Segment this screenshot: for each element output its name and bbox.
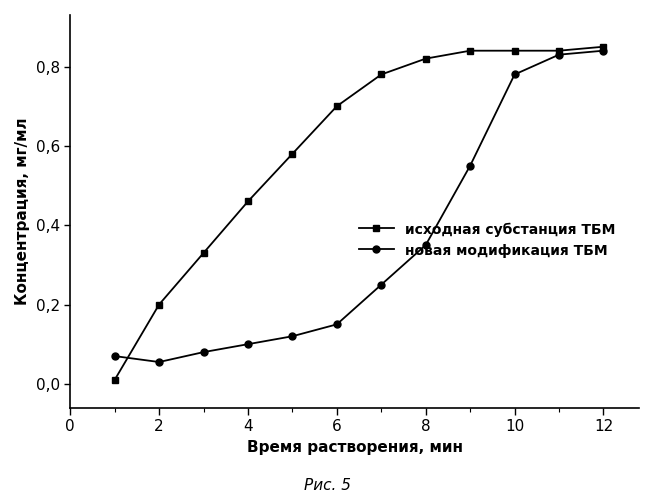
исходная субстанция ТБМ: [199, 250, 207, 256]
новая модификация ТБМ: [155, 359, 163, 365]
Y-axis label: Концентрация, мг/мл: Концентрация, мг/мл: [15, 118, 30, 305]
исходная субстанция ТБМ: [422, 56, 430, 62]
исходная субстанция ТБМ: [333, 103, 341, 109]
исходная субстанция ТБМ: [155, 302, 163, 308]
Line: исходная субстанция ТБМ: исходная субстанция ТБМ: [111, 44, 607, 384]
новая модификация ТБМ: [466, 162, 474, 168]
новая модификация ТБМ: [333, 322, 341, 328]
X-axis label: Время растворения, мин: Время растворения, мин: [247, 440, 462, 455]
исходная субстанция ТБМ: [111, 377, 118, 383]
исходная субстанция ТБМ: [377, 72, 385, 78]
новая модификация ТБМ: [111, 353, 118, 359]
новая модификация ТБМ: [199, 349, 207, 355]
новая модификация ТБМ: [600, 48, 608, 54]
исходная субстанция ТБМ: [555, 48, 563, 54]
новая модификация ТБМ: [244, 341, 252, 347]
Line: новая модификация ТБМ: новая модификация ТБМ: [111, 47, 607, 366]
новая модификация ТБМ: [555, 52, 563, 58]
новая модификация ТБМ: [422, 242, 430, 248]
исходная субстанция ТБМ: [511, 48, 519, 54]
новая модификация ТБМ: [377, 282, 385, 288]
новая модификация ТБМ: [511, 72, 519, 78]
исходная субстанция ТБМ: [288, 151, 296, 157]
Legend: исходная субстанция ТБМ, новая модификация ТБМ: исходная субстанция ТБМ, новая модификац…: [353, 217, 621, 264]
исходная субстанция ТБМ: [466, 48, 474, 54]
Text: Рис. 5: Рис. 5: [303, 478, 351, 493]
новая модификация ТБМ: [288, 333, 296, 339]
исходная субстанция ТБМ: [244, 198, 252, 204]
исходная субстанция ТБМ: [600, 44, 608, 50]
